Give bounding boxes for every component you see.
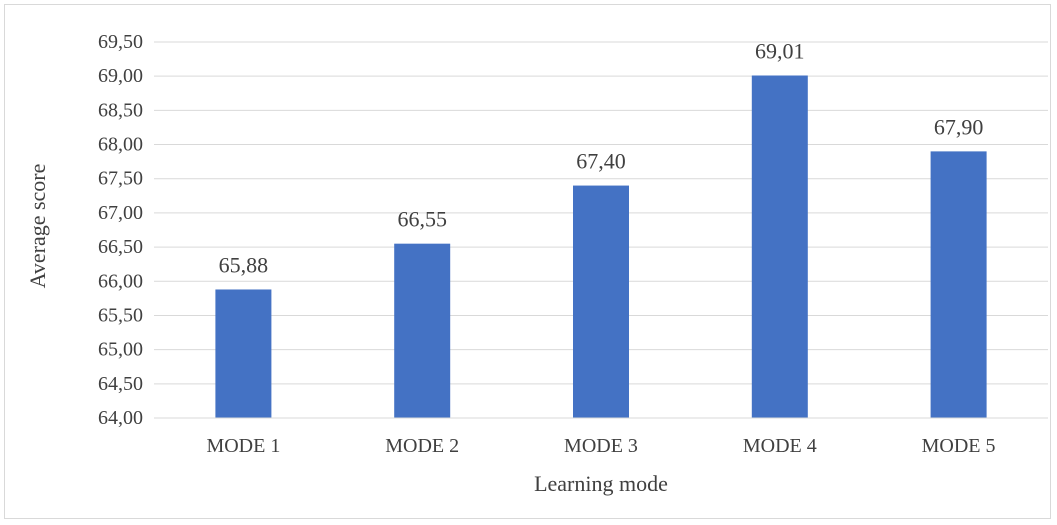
y-axis-title: Average score (25, 164, 50, 289)
y-axis-ticks: 64,00 64,50 65,00 65,50 66,00 66,50 67,00 67,50… (98, 31, 143, 429)
data-label: 69,01 (755, 38, 805, 63)
x-axis-ticks: MODE 1 MODE 2 MODE 3 MODE 4 MODE 5 (206, 435, 995, 457)
chart-frame: 64,00 64,50 65,00 65,50 66,00 66,50 67,00 67,50… (4, 4, 1051, 519)
y-tick-label: 65,50 (98, 304, 143, 326)
data-labels: 65,88 66,55 67,40 69,01 67,90 (219, 38, 984, 277)
bar-chart: 64,00 64,50 65,00 65,50 66,00 66,50 67,00 67,50… (25, 31, 1048, 496)
x-tick-label: MODE 4 (743, 435, 817, 457)
bars (215, 75, 987, 419)
bar (215, 289, 272, 418)
data-label: 66,55 (397, 207, 447, 232)
data-label: 67,90 (934, 114, 984, 139)
data-label: 67,40 (576, 149, 626, 174)
y-tick-label: 67,00 (98, 202, 143, 224)
y-tick-label: 69,00 (98, 65, 143, 87)
y-tick-label: 67,50 (98, 168, 143, 190)
y-tick-label: 65,00 (98, 339, 143, 361)
x-tick-label: MODE 2 (385, 435, 459, 457)
y-tick-label: 68,50 (98, 99, 143, 121)
y-tick-label: 66,50 (98, 236, 143, 258)
x-tick-label: MODE 5 (922, 435, 996, 457)
bar (394, 243, 451, 418)
x-axis-title: Learning mode (534, 471, 668, 496)
bar (573, 185, 629, 418)
y-tick-label: 69,50 (98, 31, 143, 53)
x-tick-label: MODE 3 (564, 435, 638, 457)
data-label: 65,88 (219, 252, 269, 277)
bar (930, 151, 987, 418)
y-tick-label: 68,00 (98, 134, 143, 156)
y-tick-label: 64,00 (98, 407, 143, 429)
bar (751, 75, 808, 419)
y-tick-label: 64,50 (98, 373, 143, 395)
y-tick-label: 66,00 (98, 270, 143, 292)
x-tick-label: MODE 1 (206, 435, 280, 457)
